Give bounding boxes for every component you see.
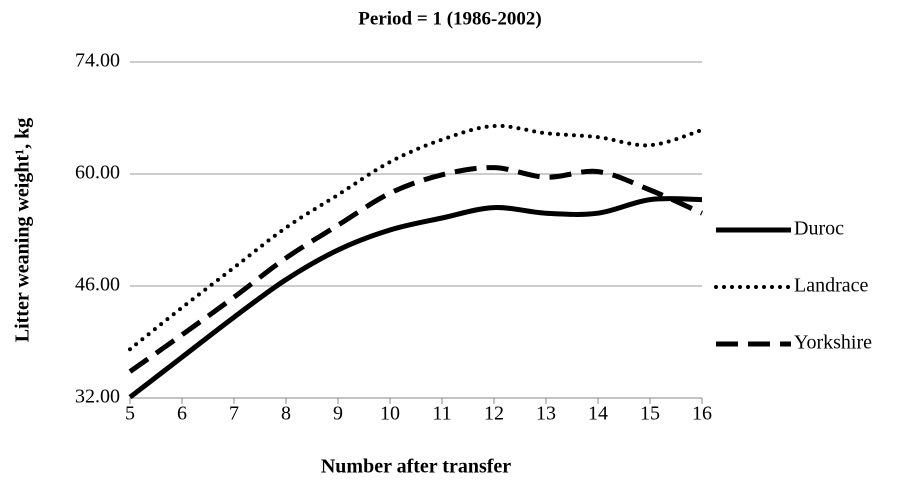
x-tick-label: 12 <box>484 403 504 425</box>
x-tick-label: 16 <box>692 403 712 425</box>
x-tick-label: 13 <box>536 403 556 425</box>
x-tick-label: 10 <box>380 403 400 425</box>
legend-label: Yorkshire <box>794 332 872 354</box>
series-line <box>128 196 703 400</box>
legend-label: Landrace <box>794 275 869 297</box>
series-line <box>128 123 704 352</box>
legend-label: Duroc <box>794 218 844 240</box>
x-tick-label: 11 <box>432 403 451 425</box>
x-tick-label: 5 <box>125 403 135 425</box>
series-line <box>128 165 704 374</box>
x-axis-title: Number after transfer <box>321 456 511 478</box>
x-tick-label: 14 <box>588 403 608 425</box>
y-tick-label: 32.00 <box>75 386 120 408</box>
chart-title: Period = 1 (1986-2002) <box>358 8 541 29</box>
x-tick-label: 7 <box>229 403 239 425</box>
y-axis-title: Litter weaning weight¹, kg <box>12 118 34 343</box>
x-tick-label: 9 <box>333 403 343 425</box>
x-tick-label: 8 <box>281 403 291 425</box>
y-tick-label: 46.00 <box>75 274 120 296</box>
y-tick-label: 74.00 <box>75 50 120 72</box>
x-tick-label: 6 <box>177 403 187 425</box>
x-tick-label: 15 <box>640 403 660 425</box>
y-tick-label: 60.00 <box>75 162 120 184</box>
